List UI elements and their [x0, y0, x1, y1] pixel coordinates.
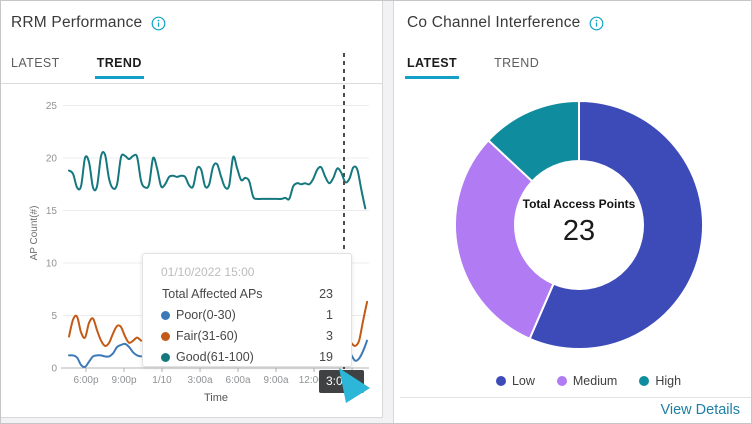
- rrm-title: RRM Performance: [11, 14, 143, 31]
- donut-slice-low[interactable]: [528, 100, 704, 350]
- legend-item-medium[interactable]: Medium: [556, 374, 618, 388]
- rrm-tabs: LATEST TREND: [11, 56, 144, 79]
- donut-legend: Low Medium High: [424, 374, 751, 388]
- donut-slice-medium[interactable]: [454, 139, 555, 340]
- y-tick-label: 15: [46, 206, 58, 217]
- tooltip-row: Total Affected APs 23: [161, 284, 335, 305]
- cci-tab-trend[interactable]: TREND: [494, 56, 540, 70]
- y-tick-label: 10: [46, 259, 58, 270]
- legend-label: Medium: [572, 374, 618, 388]
- tooltip-rows: Total Affected APs 23 Poor(0-30) 1 Fair(31-6…: [161, 284, 335, 368]
- x-tick-label: 3:00a: [188, 375, 213, 386]
- series-line-poor-0-30-: [68, 342, 143, 369]
- chart-tooltip: 01/10/2022 15:00 Total Affected APs 23 Poo…: [142, 253, 352, 367]
- tooltip-row: Poor(0-30) 1: [161, 305, 335, 326]
- legend-item-low[interactable]: Low: [495, 374, 535, 388]
- tooltip-row-value: 23: [319, 287, 333, 301]
- rrm-tab-trend[interactable]: TREND: [94, 56, 144, 79]
- tooltip-row-label: Good(61-100): [176, 350, 254, 364]
- tooltip-row-label: Total Affected APs: [162, 287, 263, 301]
- info-icon[interactable]: [589, 16, 604, 31]
- x-tick-label: 9:00a: [264, 375, 289, 386]
- y-tick-label: 0: [51, 364, 57, 375]
- y-tick-label: 20: [46, 154, 58, 165]
- tooltip-row-value: 1: [326, 308, 333, 322]
- card-footer-divider: [400, 397, 751, 398]
- tooltip-row-value: 19: [319, 350, 333, 364]
- info-icon[interactable]: [151, 16, 166, 31]
- series-dot-icon: [161, 311, 170, 320]
- cci-tab-latest[interactable]: LATEST: [404, 56, 460, 79]
- series-line-good-61-100-: [68, 150, 367, 210]
- donut-slice-high[interactable]: [487, 100, 580, 183]
- legend-dot-icon: [556, 376, 567, 386]
- legend-dot-icon: [495, 376, 506, 386]
- total-access-points-label: Total Access Points: [522, 197, 636, 211]
- tabs-divider: [1, 83, 382, 84]
- y-tick-label: 25: [46, 101, 58, 112]
- legend-label: Low: [511, 374, 535, 388]
- tooltip-timestamp: 01/10/2022 15:00: [161, 265, 255, 279]
- x-tick-label: 9:00p: [111, 375, 136, 386]
- cci-title: Co Channel Interference: [407, 14, 581, 31]
- rrm-tab-latest[interactable]: LATEST: [11, 56, 60, 70]
- legend-label: High: [655, 374, 682, 388]
- cursor-pointer-icon: [339, 368, 370, 403]
- total-access-points-value: 23: [562, 215, 596, 247]
- x-tick-label: 1/10: [152, 375, 172, 386]
- cci-tabs: LATEST TREND: [404, 56, 540, 79]
- rrm-card-header: RRM Performance: [11, 14, 166, 32]
- tooltip-row-label: Fair(31-60): [176, 329, 238, 343]
- tooltip-row: Good(61-100) 19: [161, 347, 335, 368]
- series-line-fair-31-60-: [68, 314, 143, 347]
- series-line-fair-31-60-: [350, 300, 369, 347]
- y-tick-label: 5: [51, 311, 57, 322]
- legend-dot-icon: [639, 376, 650, 386]
- series-dot-icon: [161, 332, 170, 341]
- rrm-performance-card: RRM Performance LATEST TREND 0 5 10 15 20 25 6…: [1, 1, 383, 418]
- co-channel-interference-card: Co Channel Interference LATEST TREND Tot…: [393, 1, 751, 423]
- view-details-link[interactable]: View Details: [660, 402, 740, 418]
- legend-item-high[interactable]: High: [639, 374, 681, 388]
- x-tick-label: 6:00p: [73, 375, 98, 386]
- crosshair-line: [343, 53, 345, 369]
- tooltip-row: Fair(31-60) 3: [161, 326, 335, 347]
- tooltip-row-value: 3: [326, 329, 333, 343]
- x-tick-label: 6:00a: [226, 375, 251, 386]
- x-axis-title: Time: [204, 392, 228, 404]
- y-axis-title: AP Count(#): [29, 206, 40, 261]
- cci-card-header: Co Channel Interference: [407, 14, 604, 32]
- tooltip-row-label: Poor(0-30): [176, 308, 236, 322]
- cci-donut-chart: [454, 100, 704, 350]
- donut-center-text: Total Access Points 23: [489, 197, 669, 248]
- series-dot-icon: [161, 353, 170, 362]
- x-tick-label: 12:00p: [299, 375, 330, 386]
